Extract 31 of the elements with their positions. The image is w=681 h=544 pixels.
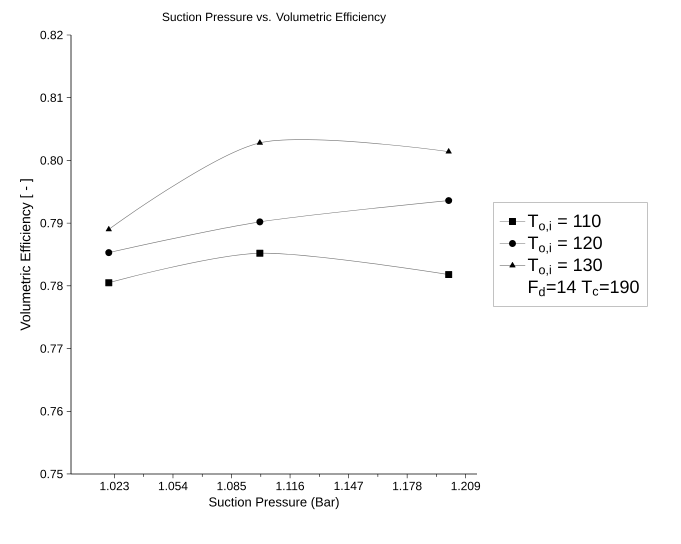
x-tick-label: 1.085: [217, 482, 246, 490]
y-tick-label: 0.75: [40, 470, 63, 478]
y-axis-title: Volumetric Efficiency [ - ]: [20, 179, 34, 331]
y-tick-label: 0.78: [40, 282, 63, 290]
point: [256, 218, 264, 226]
x-tick-label: 1.178: [393, 482, 422, 490]
point: [105, 279, 112, 286]
legend-label: T$_{o,i}$ = 130: [528, 258, 602, 276]
y-tick-label: 0.81: [40, 93, 63, 102]
x-tick-label: 1.054: [158, 482, 188, 490]
point: [105, 249, 112, 256]
legend-label: T$_{o,i}$ = 120: [528, 236, 602, 254]
x-axis-title: Suction Pressure (Bar): [209, 497, 339, 510]
y-tick-label: 0.76: [40, 407, 63, 416]
point: [445, 271, 452, 278]
point: [256, 250, 264, 257]
point: [106, 226, 112, 232]
x-tick-label: 1.147: [334, 482, 363, 490]
legend-label: T$_{o,i}$ = 110: [528, 214, 601, 232]
x-tick-label: 1.023: [100, 482, 129, 490]
y-tick-label: 0.77: [40, 344, 63, 353]
point: [256, 139, 263, 145]
y-tick-label: 0.80: [40, 156, 63, 165]
y-tick-label: 0.79: [40, 218, 63, 228]
x-tick-label: 1.209: [452, 482, 480, 490]
y-tick-label: 0.82: [40, 30, 63, 40]
x-tick-label: 1.116: [276, 482, 304, 490]
point: [446, 148, 452, 154]
text: F$_{d}$=14 T$_{c}$=190: [528, 280, 639, 296]
point: [445, 197, 452, 204]
chart-title: Suction Pressure vs. Volumetric Efficiency: [162, 12, 386, 24]
